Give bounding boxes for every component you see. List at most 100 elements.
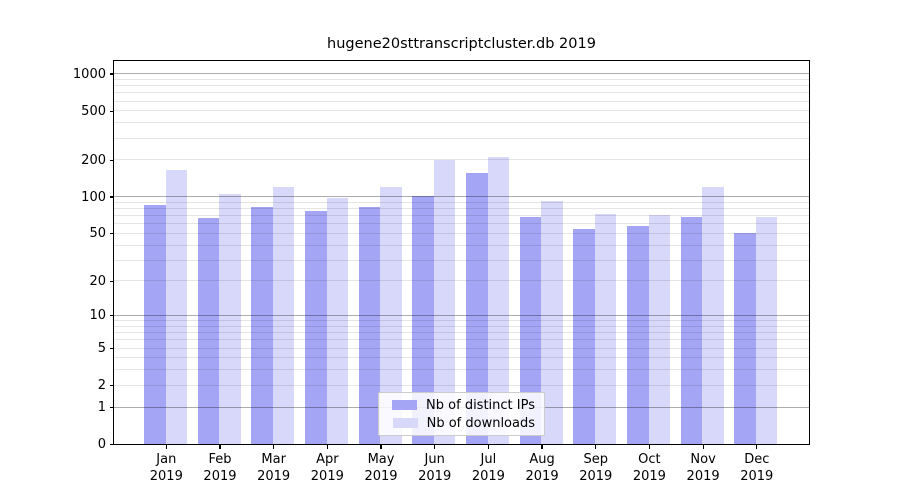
x-tick-label: Jun 2019 — [400, 451, 470, 485]
bar-downloads-apr — [326, 197, 349, 444]
minor-gridline — [114, 357, 809, 359]
x-tick-month: Apr — [316, 452, 339, 467]
minor-gridline — [114, 137, 809, 139]
legend: Nb of distinct IPs Nb of downloads — [378, 392, 545, 436]
y-tick — [109, 384, 114, 387]
x-tick-month: Sep — [583, 452, 608, 467]
x-tick — [219, 444, 221, 449]
x-tick — [165, 444, 167, 449]
x-tick — [487, 444, 489, 449]
x-tick-year: 2019 — [686, 469, 720, 484]
x-tick-label: Aug 2019 — [507, 451, 577, 485]
legend-label-downloads: Nb of downloads — [426, 415, 535, 431]
minor-gridline — [114, 369, 809, 371]
minor-gridline — [114, 320, 809, 322]
y-tick — [109, 280, 114, 282]
y-tick-label: 500 — [81, 103, 106, 119]
x-tick — [702, 444, 704, 449]
minor-gridline — [114, 159, 809, 161]
bar-downloads-feb — [219, 193, 241, 444]
bar-downloads-nov — [702, 186, 724, 444]
x-tick-label: Oct 2019 — [614, 451, 684, 485]
y-tick-label: 20 — [89, 273, 106, 289]
x-tick-year: 2019 — [418, 469, 452, 484]
x-tick-year: 2019 — [632, 469, 666, 484]
x-tick-label: Jul 2019 — [453, 451, 523, 485]
bar-distinct-ips-sep — [573, 228, 595, 444]
x-tick-year: 2019 — [579, 469, 613, 484]
y-tick — [109, 233, 114, 235]
y-tick — [109, 315, 114, 317]
bar-distinct-ips-jun — [412, 196, 434, 444]
x-tick-label: May 2019 — [346, 451, 416, 485]
x-tick-year: 2019 — [471, 469, 505, 484]
legend-swatch-distinct-ips — [392, 400, 418, 410]
minor-gridline — [114, 208, 809, 210]
minor-gridline — [114, 223, 809, 225]
minor-gridline — [114, 92, 809, 94]
legend-item-distinct-ips: Nb of distinct IPs — [379, 398, 544, 413]
x-tick-year: 2019 — [740, 469, 774, 484]
y-tick-label: 100 — [81, 189, 106, 205]
y-tick-label: 200 — [81, 152, 106, 168]
y-tick — [109, 159, 114, 161]
minor-gridline — [114, 201, 809, 203]
bar-distinct-ips-jan — [144, 204, 166, 444]
x-tick — [648, 444, 650, 449]
x-tick-label: Mar 2019 — [239, 451, 309, 485]
x-tick-label: Sep 2019 — [561, 451, 631, 485]
x-tick-month: Jul — [480, 452, 497, 467]
x-tick-label: Nov 2019 — [668, 451, 738, 485]
minor-gridline — [114, 244, 809, 246]
y-tick-label: 1000 — [72, 66, 106, 82]
bar-distinct-ips-aug — [519, 216, 542, 444]
x-tick-year: 2019 — [364, 469, 398, 484]
minor-gridline — [114, 78, 809, 80]
y-tick-label: 0 — [97, 437, 106, 452]
y-tick — [109, 73, 114, 75]
legend-label-distinct-ips: Nb of distinct IPs — [426, 397, 535, 413]
x-tick — [595, 444, 597, 449]
bar-distinct-ips-dec — [734, 232, 756, 444]
bar-distinct-ips-jul — [466, 173, 488, 444]
major-gridline — [114, 196, 809, 198]
x-tick — [273, 444, 275, 449]
minor-gridline — [114, 384, 809, 386]
y-tick-label: 1 — [97, 399, 106, 415]
bars-layer — [114, 61, 809, 444]
minor-gridline — [114, 232, 809, 234]
x-tick-month: Oct — [638, 452, 661, 467]
x-tick-month: Dec — [744, 452, 770, 467]
x-tick — [541, 444, 543, 449]
minor-gridline — [114, 332, 809, 334]
bar-downloads-mar — [272, 186, 295, 444]
x-tick-month: Jun — [424, 452, 445, 467]
minor-gridline — [114, 110, 809, 112]
y-tick — [109, 406, 114, 408]
x-tick-label: Feb 2019 — [185, 451, 255, 485]
bar-downloads-dec — [755, 216, 778, 444]
x-tick — [380, 444, 382, 449]
y-tick — [109, 443, 114, 446]
x-tick-label: Jan 2019 — [131, 451, 201, 485]
x-tick-year: 2019 — [310, 469, 344, 484]
minor-gridline — [114, 259, 809, 261]
x-tick-label: Apr 2019 — [292, 451, 362, 485]
bar-downloads-jul — [487, 156, 510, 444]
y-tick — [109, 196, 114, 198]
x-tick-month: May — [367, 452, 395, 467]
bar-downloads-jan — [165, 169, 187, 444]
x-tick-year: 2019 — [525, 469, 559, 484]
x-tick-month: Mar — [261, 452, 286, 467]
y-tick — [109, 110, 114, 112]
bar-distinct-ips-mar — [251, 207, 273, 444]
bar-downloads-may — [380, 186, 402, 444]
bar-distinct-ips-feb — [197, 218, 220, 444]
minor-gridline — [114, 339, 809, 341]
chart-title: hugene20sttranscriptcluster.db 2019 — [327, 36, 596, 52]
x-tick-year: 2019 — [257, 469, 291, 484]
legend-swatch-downloads — [392, 418, 418, 428]
y-tick — [109, 347, 114, 349]
bar-distinct-ips-apr — [305, 210, 327, 444]
bar-downloads-aug — [541, 201, 563, 444]
